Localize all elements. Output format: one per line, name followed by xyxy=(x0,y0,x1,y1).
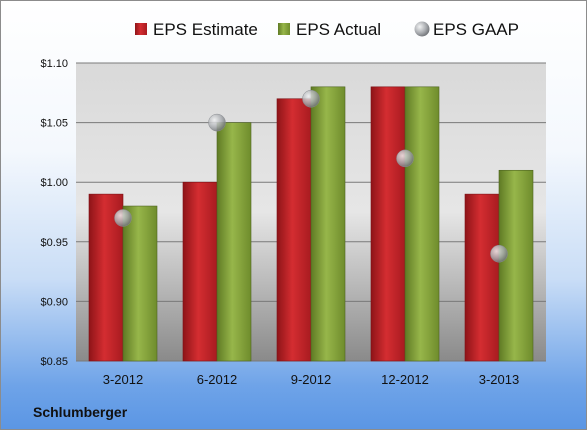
legend-swatch xyxy=(278,23,290,35)
eps-estimate-bar xyxy=(182,181,218,362)
x-tick-label: 6-2012 xyxy=(197,372,237,387)
y-axis-tick-labels: $0.85 $0.90 $0.95 $1.00 $1.05 $1.10 xyxy=(40,58,68,368)
company-label: Schlumberger xyxy=(33,404,128,420)
eps-actual-bar xyxy=(122,205,158,362)
eps-actual-bar xyxy=(404,86,440,362)
legend-swatch xyxy=(414,21,430,37)
x-tick-label: 3-2013 xyxy=(479,372,519,387)
legend-label: EPS Estimate xyxy=(153,20,258,39)
gaap-markers xyxy=(114,90,508,263)
eps-gaap-marker xyxy=(396,149,414,168)
eps-actual-bar xyxy=(216,122,252,362)
y-tick-label: $0.90 xyxy=(40,296,68,308)
eps-estimate-bar xyxy=(464,193,500,362)
eps-estimate-bar xyxy=(370,86,406,362)
x-tick-label: 12-2012 xyxy=(381,372,429,387)
y-tick-label: $1.05 xyxy=(40,118,68,130)
legend-label: EPS Actual xyxy=(296,20,381,39)
eps-gaap-marker xyxy=(490,244,508,263)
eps-actual-bar xyxy=(310,86,346,362)
y-tick-label: $1.10 xyxy=(40,58,68,70)
legend: EPS Estimate EPS Actual EPS GAAP xyxy=(135,20,519,39)
eps-gaap-marker xyxy=(114,209,132,227)
eps-gaap-marker xyxy=(302,90,320,108)
legend-label: EPS GAAP xyxy=(433,20,519,39)
x-tick-label: 3-2012 xyxy=(103,372,143,387)
eps-estimate-bar xyxy=(276,98,312,362)
y-tick-label: $0.95 xyxy=(40,237,68,249)
eps-actual-bar xyxy=(498,169,534,362)
legend-swatch xyxy=(135,23,147,35)
y-tick-label: $0.85 xyxy=(40,356,68,368)
x-tick-label: 9-2012 xyxy=(291,372,331,387)
eps-gaap-marker xyxy=(208,113,226,132)
y-tick-label: $1.00 xyxy=(40,177,68,189)
x-axis-tick-labels: 3-2012 6-2012 9-2012 12-2012 3-2013 xyxy=(103,372,519,387)
